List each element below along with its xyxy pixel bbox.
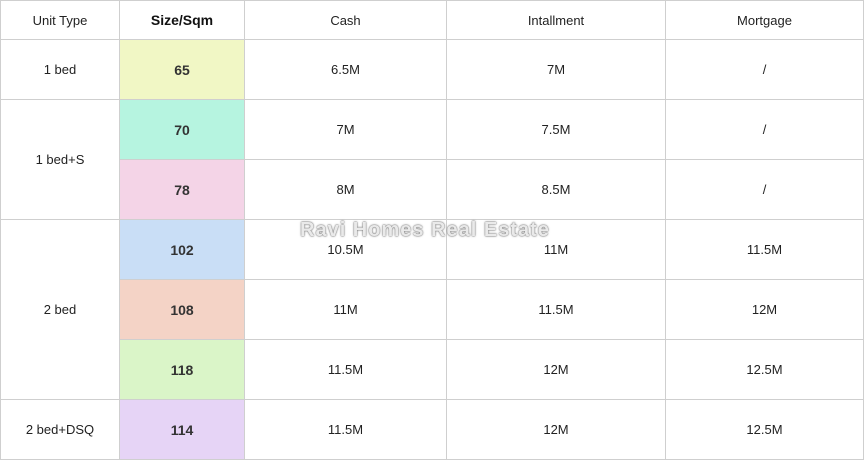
header-cell: Intallment (446, 0, 666, 40)
price-cell: 12M (446, 399, 666, 460)
unit-type-cell: 1 bed+S (0, 99, 120, 220)
header-cell: Size/Sqm (119, 0, 245, 40)
price-cell: / (665, 99, 864, 160)
header-row: Unit Type Size/Sqm Cash Intallment Mortgage (0, 0, 864, 40)
unit-type-cell: 1 bed (0, 39, 120, 100)
header-cell: Mortgage (665, 0, 864, 40)
price-cell: 8.5M (446, 159, 666, 220)
price-cell: 6.5M (244, 39, 447, 100)
price-cell: 11.5M (665, 219, 864, 280)
size-cell: 114 (119, 399, 245, 460)
table-row: 78 8M 8.5M / (1, 159, 864, 220)
watermark: Ravi Homes Real Estate (300, 219, 550, 241)
price-cell: 7.5M (446, 99, 666, 160)
price-cell: 12M (446, 339, 666, 400)
unit-type-cell: 2 bed (0, 219, 120, 400)
size-cell: 118 (119, 339, 245, 400)
price-cell: 11.5M (244, 399, 447, 460)
size-cell: 78 (119, 159, 245, 220)
price-cell: 7M (446, 39, 666, 100)
price-cell: / (665, 159, 864, 220)
price-cell: 12M (665, 279, 864, 340)
price-cell: 11.5M (446, 279, 666, 340)
table-row: 2 bed+DSQ 114 11.5M 12M 12.5M (0, 399, 864, 460)
unit-type-cell: 2 bed+DSQ (0, 399, 120, 460)
size-cell: 108 (119, 279, 245, 340)
price-cell: 11.5M (244, 339, 447, 400)
table-row: 108 11M 11.5M 12M (1, 279, 864, 340)
header-cell: Unit Type (0, 0, 120, 40)
size-cell: 70 (119, 99, 245, 160)
table-row: 1 bed+S 70 7M 7.5M / (0, 99, 864, 220)
price-cell: 11M (244, 279, 447, 340)
price-cell: / (665, 39, 864, 100)
size-cell: 102 (119, 219, 245, 280)
table-row: 118 11.5M 12M 12.5M (1, 339, 864, 400)
size-cell: 65 (119, 39, 245, 100)
table-body: 1 bed 65 6.5M 7M/1 bed+S 70 7M 7.5M/78 8M 8.5M/2… (0, 39, 864, 460)
price-cell: 12.5M (665, 399, 864, 460)
price-cell: 12.5M (665, 339, 864, 400)
header-cell: Cash (244, 0, 447, 40)
price-cell: 8M (244, 159, 447, 220)
price-cell: 7M (244, 99, 447, 160)
table-row: 1 bed 65 6.5M 7M / (0, 39, 864, 100)
